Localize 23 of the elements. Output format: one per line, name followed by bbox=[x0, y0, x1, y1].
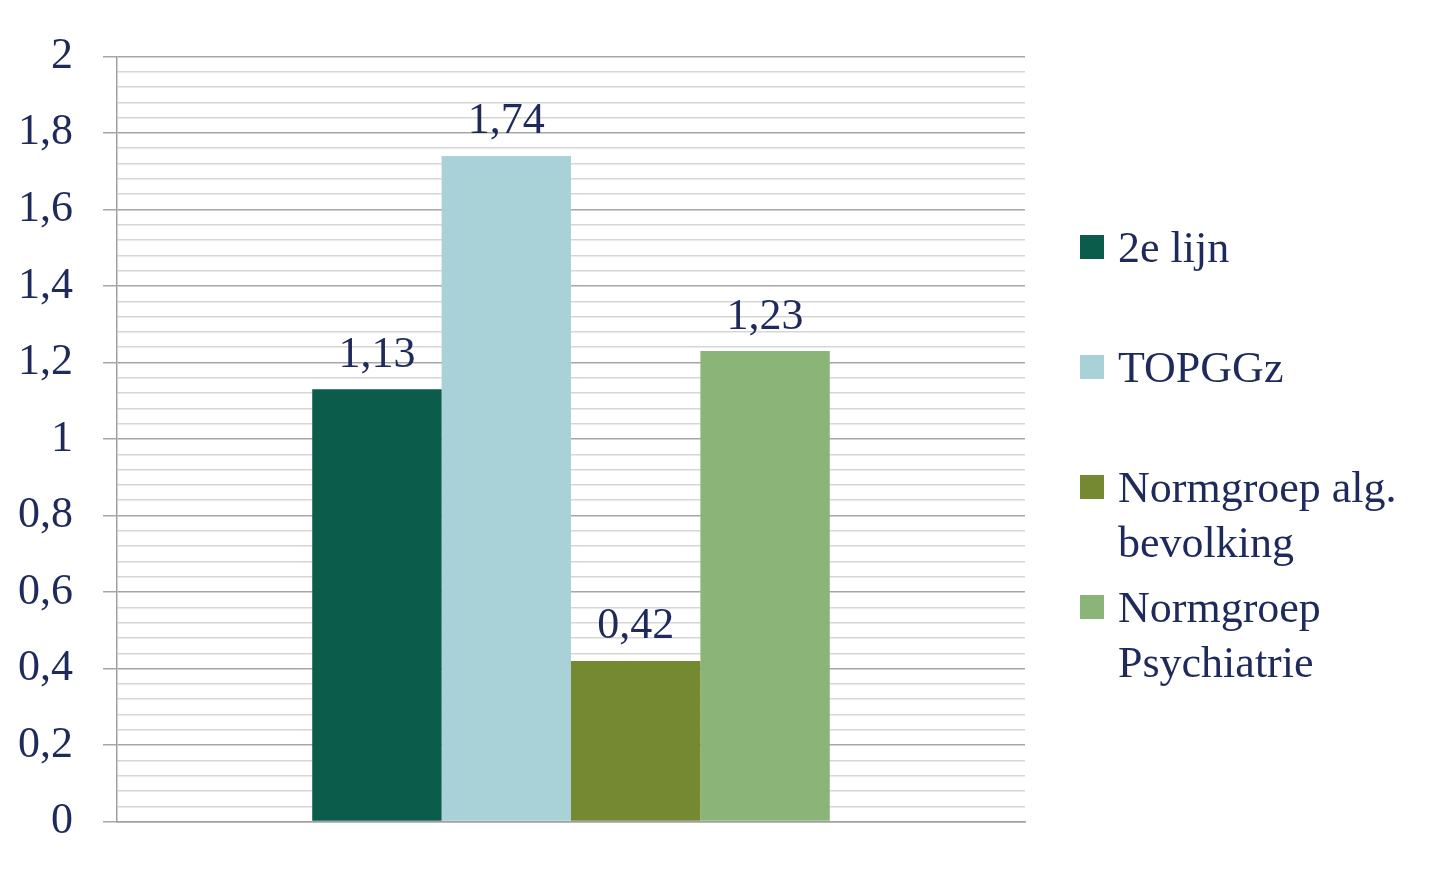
data-label: 0,42 bbox=[597, 599, 675, 649]
legend-label: 2e lijn bbox=[1118, 222, 1230, 274]
y-tick-label: 1,4 bbox=[18, 258, 73, 308]
data-label: 1,74 bbox=[467, 94, 545, 144]
data-label: 1,13 bbox=[338, 327, 416, 377]
bar bbox=[441, 155, 571, 821]
y-tick-label: 1 bbox=[51, 411, 73, 461]
bar bbox=[571, 660, 701, 821]
bar bbox=[312, 389, 442, 821]
y-tick-label: 1,8 bbox=[18, 105, 73, 155]
y-tick-label: 0,2 bbox=[18, 717, 73, 767]
bar bbox=[700, 351, 830, 821]
y-tick-label: 0,6 bbox=[18, 564, 73, 614]
y-tick-label: 0,8 bbox=[18, 488, 73, 538]
y-tick-label: 0,4 bbox=[18, 641, 73, 691]
y-tick-label: 1,6 bbox=[18, 182, 73, 231]
legend-label: TOPGGz bbox=[1118, 342, 1284, 394]
legend-label: Normgroep alg. bevolking bbox=[1118, 462, 1398, 569]
legend-label: Normgroep Psychiatrie bbox=[1118, 582, 1322, 689]
y-tick-label: 1,2 bbox=[18, 335, 73, 385]
y-tick-label: 2 bbox=[51, 28, 73, 78]
y-tick-label: 0 bbox=[51, 794, 73, 844]
data-label: 1,23 bbox=[726, 289, 804, 339]
